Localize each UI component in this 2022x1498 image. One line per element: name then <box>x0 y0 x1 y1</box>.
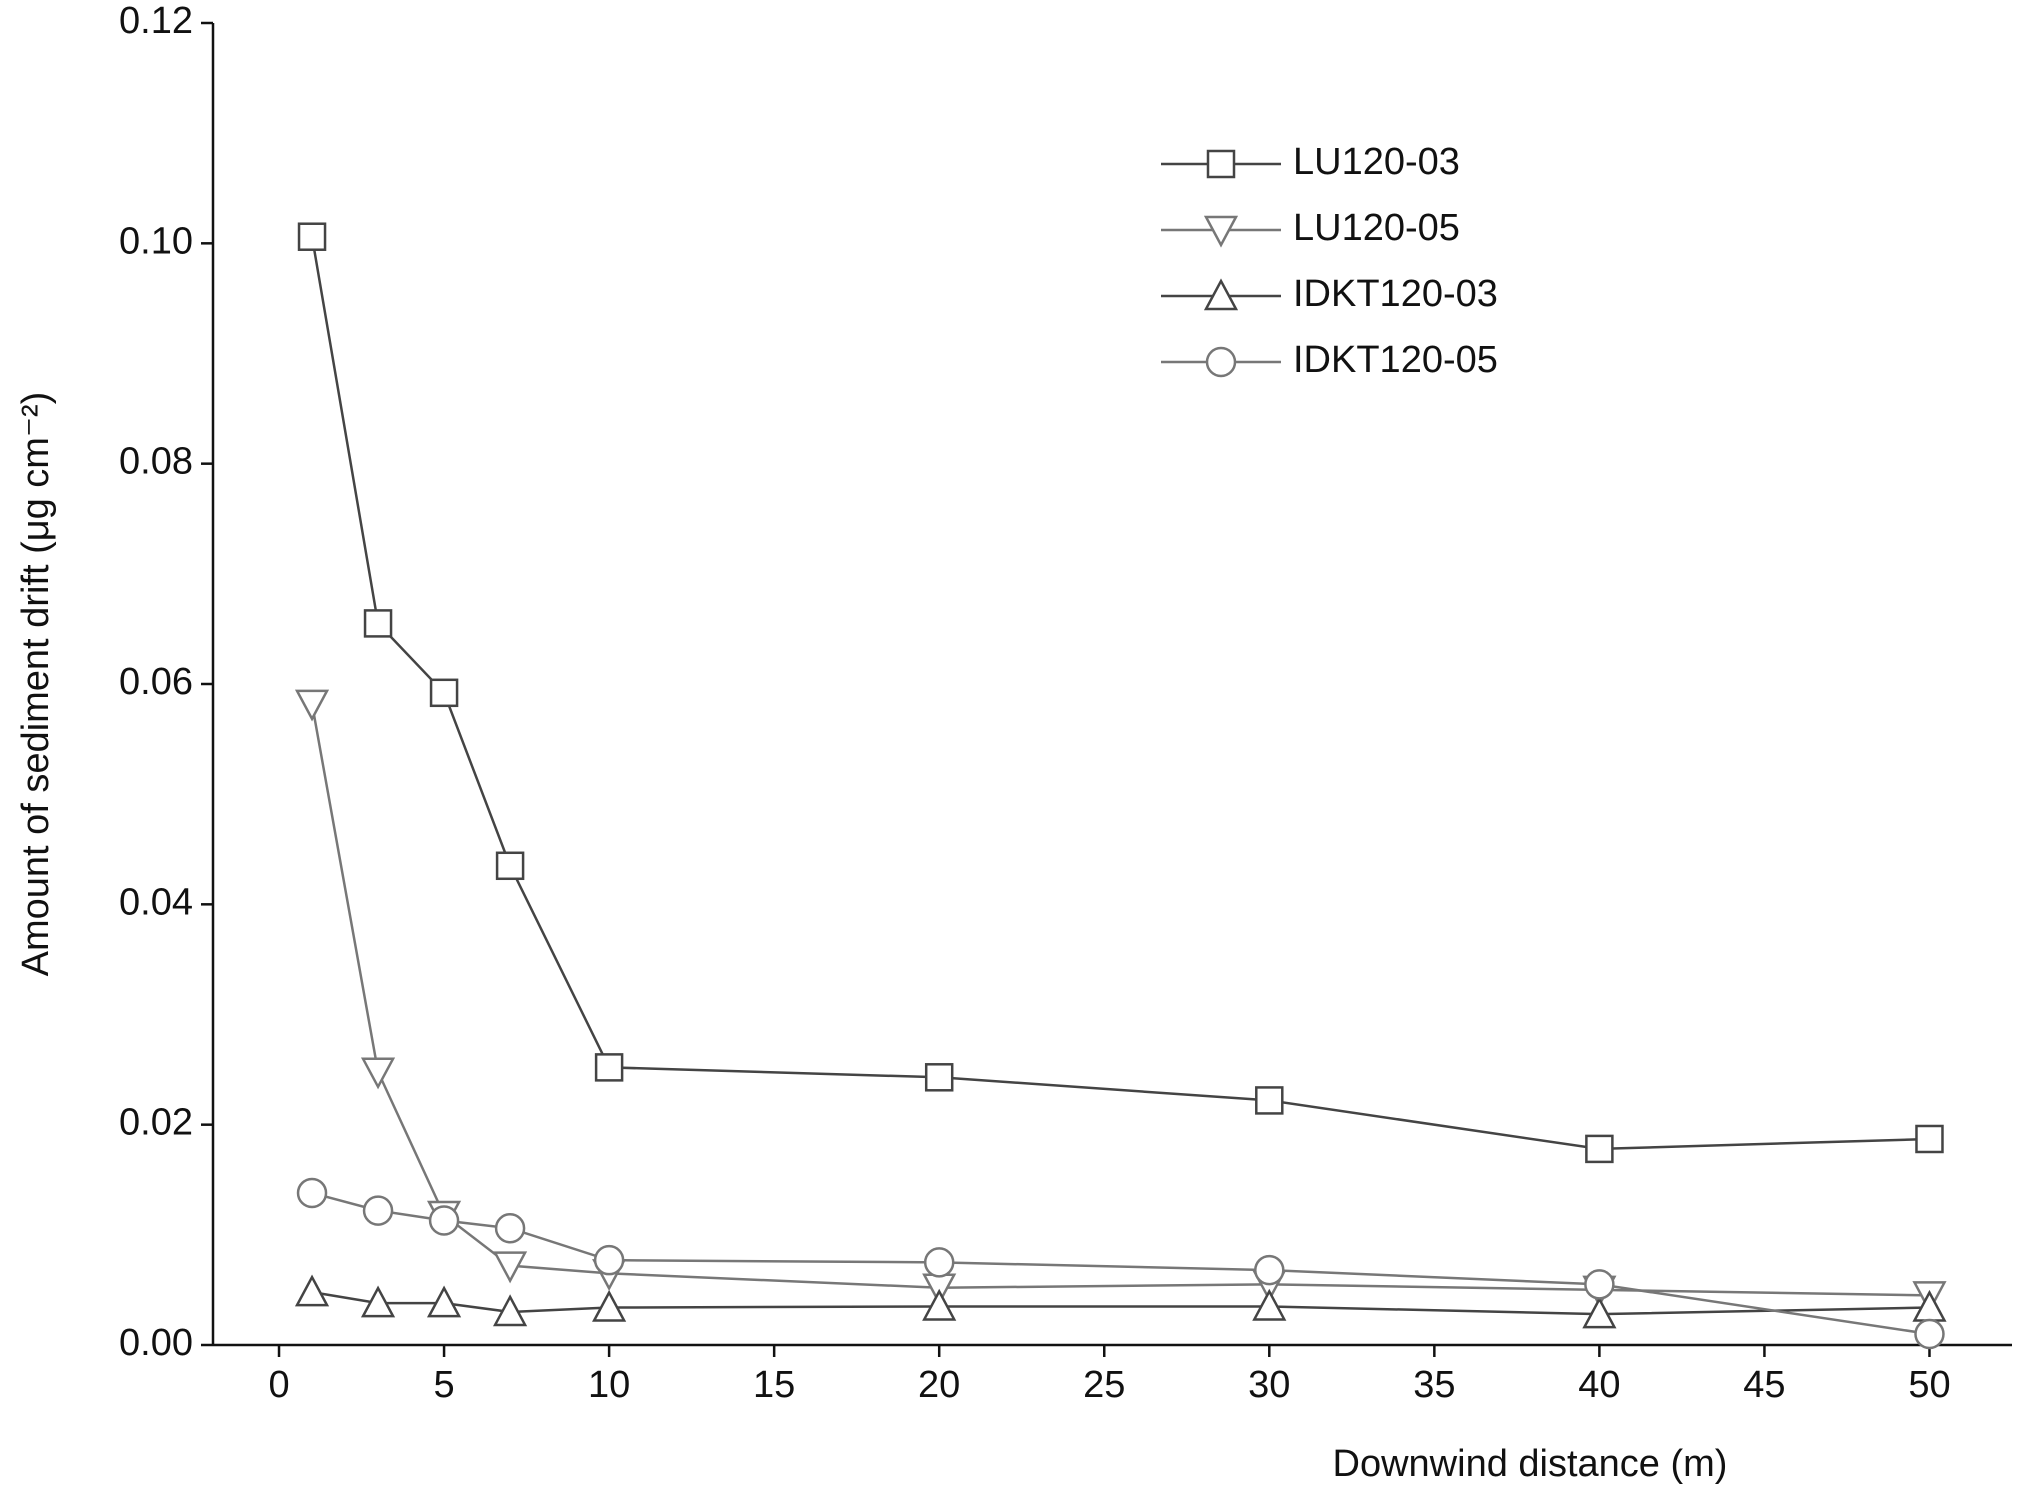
marker <box>1915 1124 1944 1154</box>
marker <box>1255 1086 1284 1115</box>
marker <box>428 1205 460 1236</box>
y-tick-label: 0.02 <box>119 1102 193 1144</box>
x-tick-label: 45 <box>1743 1364 1785 1406</box>
legend-label: IDKT120-03 <box>1293 273 1498 315</box>
marker <box>296 1177 328 1209</box>
y-axis-label: Amount of sediment drift (μg cm⁻²) <box>15 392 57 977</box>
series-line <box>311 1290 1930 1316</box>
marker <box>922 1288 957 1321</box>
x-tick-label: 40 <box>1578 1364 1620 1406</box>
legend-label: LU120-05 <box>1293 207 1460 249</box>
marker <box>495 851 525 881</box>
marker <box>360 1285 396 1318</box>
x-axis-label: Downwind distance (m) <box>1333 1443 1728 1485</box>
legend-marker <box>1203 278 1239 311</box>
x-tick-label: 30 <box>1248 1364 1290 1406</box>
x-tick-label: 25 <box>1083 1364 1125 1406</box>
marker <box>1584 1269 1615 1300</box>
x-tick-label: 15 <box>753 1364 795 1406</box>
y-tick-label: 0.04 <box>119 881 193 923</box>
marker <box>492 1294 528 1327</box>
marker <box>592 1289 627 1322</box>
legend-marker <box>1206 149 1236 179</box>
y-tick-label: 0.10 <box>119 220 193 262</box>
marker <box>494 1212 526 1244</box>
marker <box>923 1247 955 1278</box>
marker <box>426 1285 462 1318</box>
series-line <box>310 236 1930 1151</box>
y-tick-label: 0.08 <box>119 441 193 483</box>
x-tick-label: 50 <box>1908 1364 1950 1406</box>
marker <box>297 222 327 251</box>
x-tick-label: 5 <box>433 1364 454 1406</box>
marker <box>1582 1296 1617 1329</box>
series-line <box>310 703 1930 1297</box>
legend-marker <box>1205 346 1237 378</box>
marker <box>1254 1254 1285 1286</box>
marker <box>294 689 330 722</box>
x-tick-label: 35 <box>1413 1364 1455 1406</box>
marker <box>294 1274 330 1307</box>
x-tick-label: 0 <box>268 1364 289 1406</box>
x-tick-label: 20 <box>918 1364 960 1406</box>
marker <box>1585 1134 1614 1164</box>
marker <box>1252 1288 1287 1321</box>
marker <box>362 1195 394 1226</box>
legend-label: LU120-03 <box>1293 141 1460 183</box>
marker <box>1914 1318 1945 1350</box>
legend-marker <box>1203 215 1239 248</box>
marker <box>360 1057 396 1090</box>
legend-label: IDKT120-05 <box>1293 339 1498 381</box>
marker <box>363 609 393 638</box>
marker <box>429 678 459 708</box>
y-tick-label: 0.00 <box>119 1322 193 1364</box>
x-tick-label: 10 <box>588 1364 630 1406</box>
marker <box>593 1244 625 1276</box>
y-tick-label: 0.12 <box>119 0 193 42</box>
marker <box>492 1251 528 1284</box>
marker <box>594 1053 624 1082</box>
y-tick-label: 0.06 <box>119 661 193 703</box>
marker <box>924 1063 954 1092</box>
